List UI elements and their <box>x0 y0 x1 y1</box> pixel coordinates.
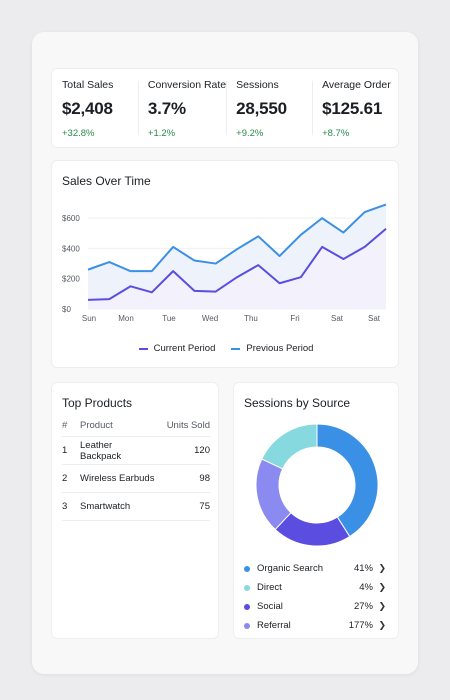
x-tick-label: Sat <box>368 314 381 323</box>
chevron-right-icon: ❯ <box>378 563 386 573</box>
products-table: # Product Units Sold 1 Leather Backpack … <box>62 415 210 521</box>
kpi-total-sales[interactable]: Total Sales $2,408 +32.8% <box>52 69 138 147</box>
table-row[interactable]: 2 Wireless Earbuds 98 <box>62 465 210 493</box>
legend-previous-period[interactable]: Previous Period <box>231 343 313 354</box>
units-sold: 75 <box>199 501 210 512</box>
chevron-right-icon: ❯ <box>378 620 386 630</box>
kpi-value: 3.7% <box>147 99 186 118</box>
sales-line-chart: $0 $200 $400 $600 Sun Mon Tue Wed Thu Fri Sat Sat <box>62 203 387 323</box>
legend-swatch <box>138 347 148 350</box>
source-name: Organic Search <box>257 563 324 574</box>
kpi-delta: +8.7% <box>322 128 350 139</box>
y-tick-label: $0 <box>62 305 71 314</box>
y-tick-label: $200 <box>62 275 80 284</box>
source-percent: 27% <box>353 601 373 612</box>
donut-slice <box>255 458 292 531</box>
kpi-average-order[interactable]: Average Order $125.61 +8.7% <box>312 69 398 147</box>
kpi-conversion-rate[interactable]: Conversion Rate 3.7% +1.2% <box>137 69 227 147</box>
column-header-number: # <box>62 420 68 431</box>
kpi-value: $2,408 <box>62 99 113 118</box>
source-name: Social <box>257 601 283 612</box>
area-fill <box>88 204 386 300</box>
table-header-row: # Product Units Sold <box>62 415 210 437</box>
x-tick-label: Thu <box>244 314 258 323</box>
kpi-delta: +32.8% <box>62 128 95 139</box>
kpi-value: 28,550 <box>236 99 287 118</box>
donut-slice <box>316 423 379 538</box>
sales-over-time-card: Sales Over Time $0 $200 $400 $600 Sun Mon Tue W… <box>51 160 399 368</box>
units-sold: 120 <box>194 445 210 456</box>
x-tick-label: Wed <box>202 314 218 323</box>
legend-current-period[interactable]: Current Period <box>138 343 216 354</box>
source-item-direct[interactable]: Direct 4% ❯ <box>244 578 386 597</box>
source-list: Organic Search 41% ❯ Direct 4% ❯ Social … <box>244 559 386 635</box>
product-name: Wireless Earbuds <box>80 473 155 484</box>
dot-icon <box>244 603 250 610</box>
units-sold: 98 <box>199 473 210 484</box>
x-tick-label: Sat <box>331 314 344 323</box>
source-item-organic-search[interactable]: Organic Search 41% ❯ <box>244 559 386 578</box>
top-products-card: Top Products # Product Units Sold 1 Leat… <box>51 382 219 639</box>
row-number: 3 <box>62 501 68 512</box>
column-header-product[interactable]: Product <box>80 420 113 431</box>
sessions-by-source-card: Sessions by Source Organic Search 41% ❯ … <box>233 382 399 639</box>
legend-label: Current Period <box>153 343 216 354</box>
product-name: Smartwatch <box>80 501 131 512</box>
table-row[interactable]: 1 Leather Backpack 120 <box>62 437 210 465</box>
kpi-label: Sessions <box>236 79 279 91</box>
legend-swatch <box>231 347 241 350</box>
series-line-current-period <box>87 227 387 301</box>
x-tick-label: Tue <box>162 314 176 323</box>
source-percent: 41% <box>353 563 373 574</box>
chevron-right-icon: ❯ <box>378 601 386 611</box>
kpi-delta: +1.2% <box>147 128 176 139</box>
donut-slice <box>261 423 318 470</box>
kpi-delta: +9.2% <box>236 128 264 139</box>
column-header-units[interactable]: Units Sold <box>166 420 210 431</box>
area-fill <box>88 228 386 309</box>
dot-icon <box>244 565 250 572</box>
dashboard-panel: Total Sales $2,408 +32.8% Conversion Rat… <box>32 32 418 674</box>
source-percent: 177% <box>348 620 373 631</box>
source-item-social[interactable]: Social 27% ❯ <box>244 597 386 616</box>
products-title: Top Products <box>62 396 133 410</box>
kpi-label: Total Sales <box>62 79 114 91</box>
row-number: 1 <box>62 445 68 456</box>
table-row[interactable]: 3 Smartwatch 75 <box>62 493 210 521</box>
source-name: Referral <box>257 620 291 631</box>
x-tick-label: Mon <box>118 314 134 323</box>
y-tick-label: $400 <box>62 244 80 253</box>
chart-title: Sales Over Time <box>62 174 151 188</box>
x-tick-label: Sun <box>82 314 96 323</box>
dot-icon <box>244 622 250 629</box>
kpi-sessions[interactable]: Sessions 28,550 +9.2% <box>226 69 312 147</box>
source-item-referral[interactable]: Referral 177% ❯ <box>244 616 386 635</box>
row-number: 2 <box>62 473 68 484</box>
legend-label: Previous Period <box>246 343 314 354</box>
chart-legend: Current Period Previous Period <box>52 343 400 354</box>
chevron-right-icon: ❯ <box>378 582 386 592</box>
series-line-previous-period <box>87 203 387 273</box>
kpi-label: Conversion Rate <box>147 79 227 91</box>
dot-icon <box>244 584 250 591</box>
sources-title: Sessions by Source <box>244 396 351 410</box>
kpi-value: $125.61 <box>322 99 383 118</box>
kpi-summary-card: Total Sales $2,408 +32.8% Conversion Rat… <box>51 68 399 148</box>
source-percent: 4% <box>359 582 373 593</box>
sessions-donut-chart <box>255 423 379 547</box>
source-name: Direct <box>257 582 282 593</box>
x-tick-label: Fri <box>290 314 300 323</box>
y-tick-label: $600 <box>62 214 80 223</box>
product-name: Leather Backpack <box>80 439 122 462</box>
kpi-label: Average Order <box>322 79 391 91</box>
